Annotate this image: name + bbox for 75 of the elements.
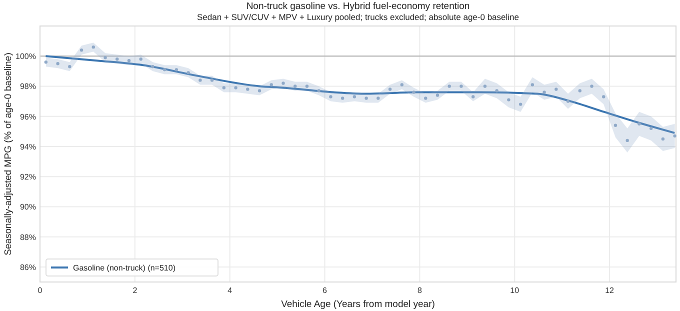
point <box>127 59 131 62</box>
point <box>116 58 119 61</box>
point <box>139 58 142 61</box>
point <box>412 90 416 94</box>
y-tick-label: 100% <box>16 52 36 62</box>
point <box>673 134 676 138</box>
point <box>483 84 487 88</box>
point <box>602 95 606 98</box>
point <box>222 86 226 90</box>
x-tick-label: 0 <box>38 286 43 295</box>
point <box>530 83 534 86</box>
y-tick-label: 88% <box>20 232 36 242</box>
x-axis-title: Vehicle Age (Years from model year) <box>281 299 435 310</box>
x-tick-label: 12 <box>605 286 615 295</box>
chart-subtitle: Sedan + SUV/CUV + MPV + Luxury pooled; trucks excluded; absolute age-0 baseline <box>196 12 520 22</box>
point <box>92 45 95 49</box>
point <box>471 95 475 98</box>
point <box>186 71 190 74</box>
point <box>578 89 582 92</box>
point <box>329 95 332 98</box>
point <box>234 86 238 90</box>
point <box>626 138 629 142</box>
point <box>590 84 594 88</box>
y-tick-label: 94% <box>20 142 36 152</box>
point <box>518 102 522 106</box>
point <box>542 90 546 94</box>
y-tick-label: 96% <box>20 112 36 122</box>
point <box>638 122 641 126</box>
point <box>258 89 262 92</box>
point <box>388 88 392 91</box>
point <box>460 84 463 88</box>
point <box>294 84 297 88</box>
point <box>507 98 510 102</box>
point <box>104 56 107 60</box>
x-tick-label: 10 <box>510 286 520 295</box>
point <box>614 124 618 127</box>
point <box>448 84 451 88</box>
y-axis-title: Seasonally-adjusted MPG (% of age-0 baseline) <box>3 52 14 256</box>
point <box>376 96 380 100</box>
x-tick-label: 4 <box>228 286 233 295</box>
chart-title: Non-truck gasoline vs. Hybrid fuel-economy retention <box>246 1 470 12</box>
x-tick-label: 6 <box>322 286 328 295</box>
point <box>317 89 320 92</box>
x-tick-label: 8 <box>417 286 422 295</box>
point <box>80 48 84 52</box>
point <box>649 126 653 130</box>
x-tick-label: 2 <box>132 286 138 295</box>
point <box>352 95 356 98</box>
point <box>661 137 665 141</box>
point <box>364 96 368 100</box>
legend-label: Gasoline (non-truck) (n=510) <box>73 264 176 272</box>
point <box>174 68 178 72</box>
point <box>44 60 48 64</box>
y-tick-label: 98% <box>20 82 36 92</box>
point <box>198 78 202 82</box>
point <box>282 82 285 85</box>
point <box>340 96 344 100</box>
y-tick-label: 86% <box>20 262 36 272</box>
y-tick-label: 90% <box>20 202 36 212</box>
y-tick-label: 92% <box>20 172 36 182</box>
point <box>210 78 214 82</box>
point <box>68 65 72 68</box>
point <box>436 94 440 97</box>
point <box>246 88 250 91</box>
point <box>151 65 154 68</box>
point <box>162 68 166 72</box>
point <box>56 62 60 66</box>
point <box>554 88 558 91</box>
point <box>305 84 309 88</box>
point <box>270 83 273 86</box>
point <box>424 96 428 100</box>
point <box>566 100 570 103</box>
point <box>400 83 404 86</box>
line-series <box>44 55 676 134</box>
point <box>495 89 498 92</box>
